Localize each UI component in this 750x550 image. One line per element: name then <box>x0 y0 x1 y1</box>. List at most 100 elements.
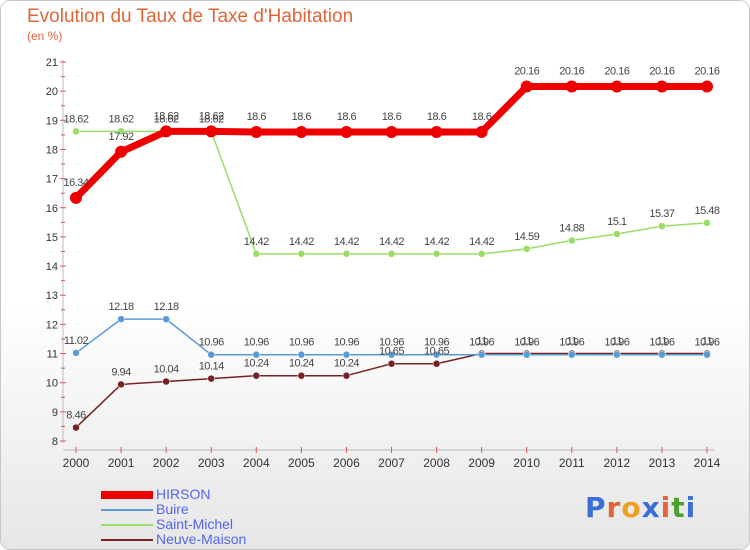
data-point-buire <box>477 350 486 359</box>
y-tick-label: 13 <box>46 290 58 302</box>
data-point-hirson <box>655 80 668 93</box>
chart-title: Evolution du Taux de Taxe d'Habitation <box>27 6 354 27</box>
data-point-saint-michel <box>522 245 531 253</box>
data-label-buire: 10.96 <box>514 337 539 349</box>
data-label-hirson: 18.6 <box>427 111 447 123</box>
data-label-saint-michel: 14.42 <box>334 236 359 248</box>
proxiti-logo: Proxiti <box>585 491 697 524</box>
data-label-hirson: 18.6 <box>292 111 312 123</box>
data-label-neuve-maison: 10.24 <box>244 358 269 370</box>
data-point-hirson <box>385 125 398 138</box>
data-label-saint-michel: 14.59 <box>514 231 539 243</box>
data-point-saint-michel <box>703 219 711 227</box>
data-label-hirson: 18.62 <box>154 110 179 122</box>
data-point-neuve-maison <box>297 371 306 380</box>
legend-label: Neuve-Maison <box>156 531 247 547</box>
y-tick-label: 18 <box>46 144 58 156</box>
data-label-neuve-maison: 10.65 <box>424 346 449 358</box>
x-tick-label: 2003 <box>198 456 225 470</box>
data-point-hirson <box>701 80 713 93</box>
data-point-hirson <box>430 125 443 138</box>
legend-swatch <box>101 524 153 526</box>
y-tick-label: 15 <box>46 232 58 244</box>
data-label-neuve-maison: 11 <box>522 336 533 348</box>
data-point-neuve-maison <box>72 423 80 432</box>
data-label-saint-michel: 14.42 <box>469 236 494 248</box>
data-point-buire <box>207 350 215 359</box>
x-tick-label: 2001 <box>108 456 135 470</box>
x-tick-label: 2006 <box>333 456 360 470</box>
data-point-hirson <box>340 125 353 138</box>
data-point-buire <box>522 350 531 359</box>
data-label-hirson: 16.34 <box>63 177 88 189</box>
data-label-hirson: 17.92 <box>109 131 134 143</box>
data-label-hirson: 18.62 <box>199 110 224 122</box>
data-point-neuve-maison <box>252 371 261 380</box>
data-label-buire: 10.96 <box>199 337 224 349</box>
data-point-buire <box>387 350 396 359</box>
y-tick-label: 20 <box>46 86 58 98</box>
x-tick-label: 2004 <box>243 456 270 470</box>
data-label-buire: 10.96 <box>559 337 584 349</box>
data-label-neuve-maison: 11 <box>567 336 578 348</box>
x-tick-label: 2010 <box>513 456 540 470</box>
x-tick-label: 2007 <box>378 456 405 470</box>
x-tick-label: 2005 <box>288 456 315 470</box>
data-label-buire: 11.02 <box>64 335 89 347</box>
legend-label: HIRSON <box>156 486 211 502</box>
data-point-saint-michel <box>117 127 125 136</box>
data-point-buire <box>432 350 441 359</box>
data-label-hirson: 18.6 <box>337 111 357 123</box>
data-label-neuve-maison: 11 <box>657 336 668 348</box>
x-tick-label: 2002 <box>153 456 180 470</box>
x-tick-label: 2008 <box>423 456 450 470</box>
legend-label: Saint-Michel <box>156 516 234 532</box>
data-label-saint-michel: 14.42 <box>244 236 269 248</box>
y-tick-label: 17 <box>46 174 58 186</box>
data-point-buire <box>342 350 351 359</box>
x-tick-label: 2011 <box>559 456 585 470</box>
data-point-saint-michel <box>477 250 486 258</box>
data-label-hirson: 18.6 <box>472 111 492 123</box>
y-tick-label: 10 <box>46 378 58 390</box>
legend-swatch <box>101 509 153 511</box>
x-tick-label: 2014 <box>694 456 721 470</box>
x-tick-label: 2012 <box>604 456 631 470</box>
data-point-buire <box>297 350 306 359</box>
y-tick-label: 14 <box>46 261 58 273</box>
data-point-hirson <box>115 145 128 158</box>
data-point-saint-michel <box>252 250 261 258</box>
series-line-hirson <box>73 82 707 201</box>
data-point-neuve-maison <box>342 371 351 380</box>
data-label-neuve-maison: 11 <box>702 336 713 348</box>
data-label-neuve-maison: 11 <box>612 336 623 348</box>
data-label-saint-michel: 14.42 <box>289 236 314 248</box>
data-point-hirson <box>160 125 173 138</box>
data-point-saint-michel <box>297 250 306 258</box>
data-point-neuve-maison <box>207 374 215 383</box>
data-point-buire <box>252 350 261 359</box>
data-point-hirson <box>475 125 488 138</box>
x-tick-label: 2013 <box>649 456 676 470</box>
data-point-buire <box>117 315 125 323</box>
data-point-hirson <box>610 80 623 93</box>
data-label-buire: 10.96 <box>649 337 674 349</box>
data-point-buire <box>658 350 666 359</box>
data-point-hirson <box>295 125 308 138</box>
data-point-saint-michel <box>432 250 441 258</box>
data-label-hirson: 20.16 <box>694 65 719 77</box>
data-label-saint-michel: 14.42 <box>379 236 404 248</box>
data-label-hirson: 20.16 <box>604 65 629 77</box>
data-label-hirson: 18.6 <box>382 111 402 123</box>
data-label-buire: 10.96 <box>604 337 629 349</box>
data-point-hirson <box>205 125 218 138</box>
data-point-neuve-maison <box>117 380 125 389</box>
data-point-hirson <box>565 80 578 93</box>
data-label-saint-michel: 15.48 <box>694 205 719 217</box>
data-label-neuve-maison: 10.24 <box>334 358 359 370</box>
data-point-hirson <box>70 191 82 204</box>
data-label-saint-michel: 18.62 <box>109 113 134 125</box>
data-label-saint-michel: 18.62 <box>154 113 179 125</box>
